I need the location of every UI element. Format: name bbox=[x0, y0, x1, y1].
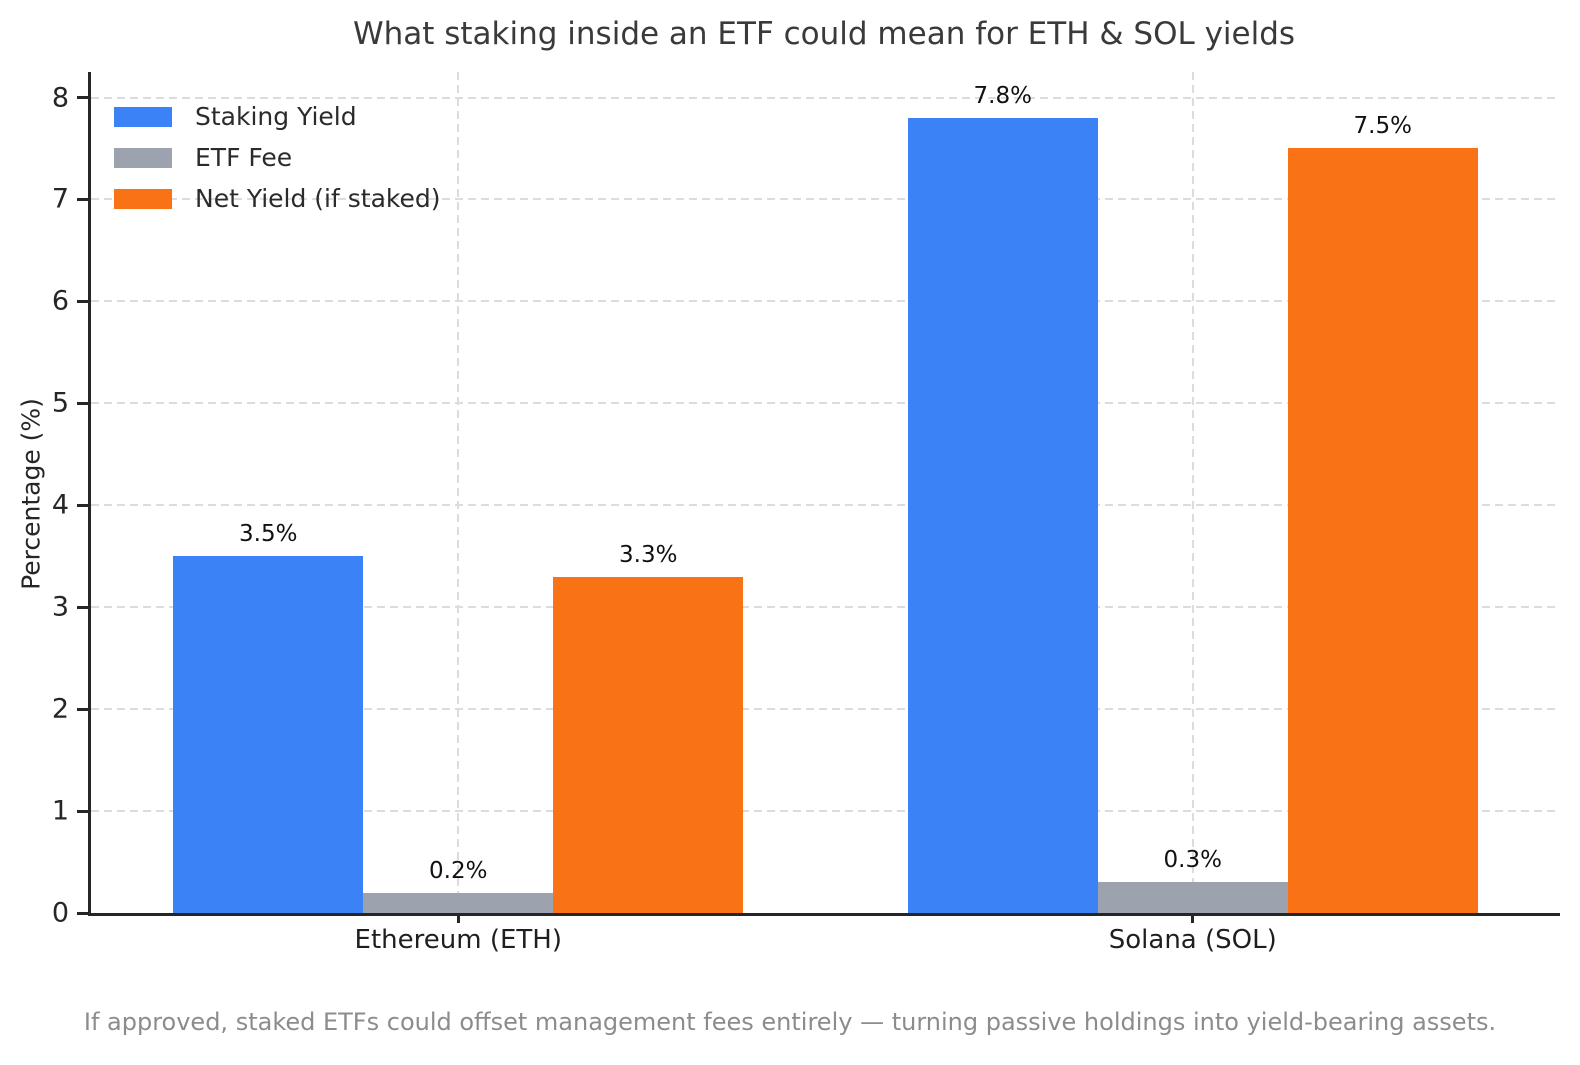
gridline-horizontal-1 bbox=[91, 810, 1560, 813]
y-axis-tick-label-3: 3 bbox=[51, 591, 69, 623]
bar-value-label-etf-fee-2: 0.3% bbox=[1163, 847, 1222, 874]
y-axis-label: Percentage (%) bbox=[16, 398, 46, 590]
gridline-vertical-1 bbox=[457, 72, 460, 913]
staking-yield-swatch bbox=[114, 106, 172, 127]
bar-net-yield-if-staked-2 bbox=[1287, 148, 1478, 913]
x-axis-category-label-2: Solana (SOL) bbox=[1108, 925, 1277, 955]
x-axis-tick-1 bbox=[456, 913, 460, 923]
plot-area: 0 1 2 3 4 5 6 7 8 Ethereum (ETH) 3.5% 0.2% 3.3% Solan… bbox=[52, 72, 1560, 955]
y-axis-tick-label-0: 0 bbox=[51, 897, 69, 929]
chart-caption: If approved, staked ETFs could offset ma… bbox=[83, 1008, 1497, 1036]
y-axis-tick-5 bbox=[77, 401, 91, 405]
y-axis-tick-1 bbox=[77, 809, 91, 813]
bar-value-label-staking-yield-2: 7.8% bbox=[973, 82, 1032, 109]
etf-fee-swatch bbox=[114, 147, 172, 168]
y-axis-tick-label-7: 7 bbox=[51, 183, 69, 215]
legend-item-etf-fee: ETF Fee bbox=[114, 137, 440, 178]
net-yield-swatch bbox=[114, 188, 172, 209]
bar-staking-yield-2 bbox=[907, 117, 1098, 913]
legend: Staking Yield ETF Fee Net Yield (if stak… bbox=[114, 96, 440, 219]
bar-value-label-staking-yield-1: 3.5% bbox=[239, 521, 298, 548]
legend-label-net-yield: Net Yield (if staked) bbox=[195, 184, 441, 213]
y-axis-tick-6 bbox=[77, 299, 91, 303]
legend-item-net-yield: Net Yield (if staked) bbox=[114, 178, 440, 219]
y-axis-tick-0 bbox=[77, 911, 91, 915]
y-axis-tick-label-8: 8 bbox=[51, 82, 69, 113]
legend-label-etf-fee: ETF Fee bbox=[195, 143, 293, 172]
chart-title: What staking inside an ETF could mean fo… bbox=[352, 16, 1296, 52]
bar-staking-yield-1 bbox=[173, 556, 364, 913]
bar-value-label-net-yield-if-staked-2: 7.5% bbox=[1353, 113, 1412, 140]
legend-label-staking-yield: Staking Yield bbox=[195, 102, 357, 131]
y-axis-tick-label-6: 6 bbox=[51, 285, 69, 317]
legend-item-staking-yield: Staking Yield bbox=[114, 96, 440, 137]
x-axis-tick-2 bbox=[1191, 913, 1195, 923]
gridline-vertical-2 bbox=[1191, 72, 1194, 913]
y-axis-tick-label-4: 4 bbox=[51, 489, 69, 521]
gridline-horizontal-4 bbox=[91, 504, 1560, 507]
gridline-horizontal-8 bbox=[91, 96, 1560, 99]
y-axis-tick-4 bbox=[77, 503, 91, 507]
y-axis-tick-3 bbox=[77, 605, 91, 609]
bar-value-label-etf-fee-1: 0.2% bbox=[429, 857, 488, 884]
gridline-horizontal-5 bbox=[91, 402, 1560, 405]
y-axis-tick-label-5: 5 bbox=[51, 387, 69, 419]
y-axis-tick-label-1: 1 bbox=[51, 795, 69, 827]
gridline-horizontal-3 bbox=[91, 606, 1560, 609]
gridline-horizontal-7 bbox=[91, 198, 1560, 201]
y-axis-tick-label-2: 2 bbox=[51, 693, 69, 725]
y-axis-tick-7 bbox=[77, 197, 91, 201]
bar-value-label-net-yield-if-staked-1: 3.3% bbox=[619, 541, 678, 568]
gridline-horizontal-2 bbox=[91, 708, 1560, 711]
bar-etf-fee-1 bbox=[363, 892, 554, 913]
gridline-horizontal-6 bbox=[91, 300, 1560, 303]
y-axis-tick-8 bbox=[77, 96, 91, 99]
y-axis-tick-2 bbox=[77, 707, 91, 711]
bar-net-yield-if-staked-1 bbox=[553, 576, 744, 913]
bar-etf-fee-2 bbox=[1097, 882, 1288, 913]
x-axis-category-label-1: Ethereum (ETH) bbox=[354, 925, 562, 955]
